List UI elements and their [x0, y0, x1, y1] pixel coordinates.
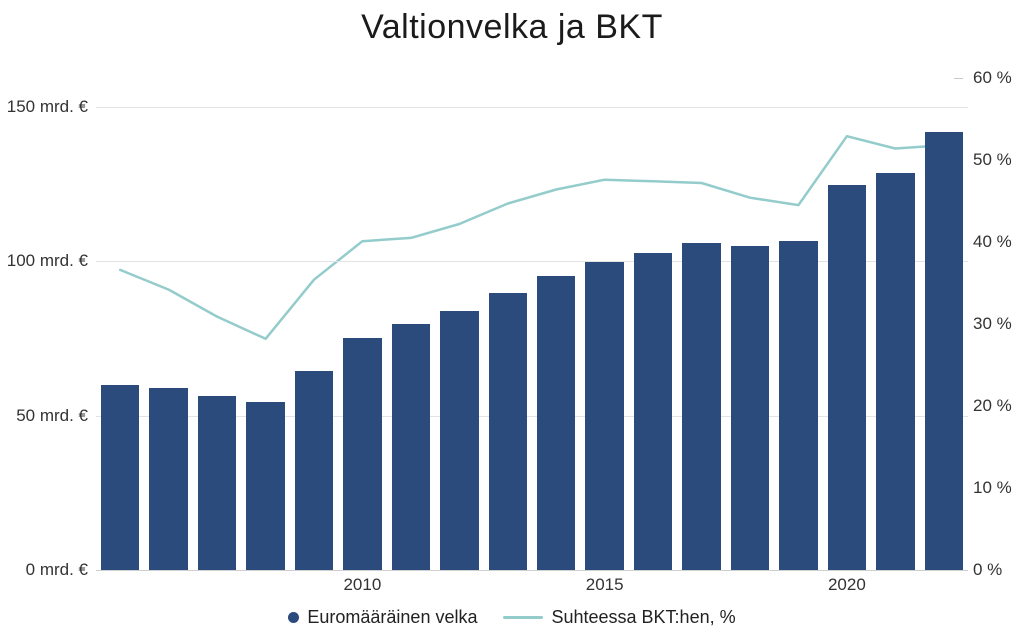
- bar-2010: [343, 337, 382, 570]
- legend-line-label: Suhteessa BKT:hen, %: [551, 607, 736, 627]
- ratio-line: [118, 134, 946, 341]
- legend-bar-label: Euromääräinen velka: [307, 607, 478, 627]
- bar-2021: [876, 172, 915, 570]
- bar-2005: [100, 384, 140, 570]
- chart-title: Valtionvelka ja BKT: [361, 8, 663, 46]
- gridline-50: [96, 415, 968, 417]
- right-axis-tick-60: [954, 77, 963, 79]
- bar-2019: [779, 241, 818, 570]
- bar-2018: [730, 245, 770, 570]
- bar-2007: [197, 396, 237, 570]
- bar-2016: [633, 253, 673, 570]
- x-axis-label-2010: 2010: [343, 575, 382, 594]
- right-axis-label-30: 30 %: [973, 314, 1012, 333]
- legend: Euromääräinen velka Suhteessa BKT:hen, %: [0, 606, 1024, 628]
- x-axis-baseline: [96, 570, 968, 571]
- right-axis-label-20: 20 %: [973, 396, 1012, 415]
- left-axis-label-50: 50 mrd. €: [16, 405, 88, 425]
- left-axis-label-150: 150 mrd. €: [6, 96, 88, 116]
- right-axis-label-10: 10 %: [973, 478, 1012, 497]
- bar-2009: [294, 371, 334, 570]
- gridline-150: [96, 106, 968, 108]
- right-axis-label-60: 60 %: [973, 68, 1012, 87]
- left-axis-label-0: 0 mrd. €: [25, 560, 88, 579]
- x-axis-label-2020: 2020: [827, 575, 866, 594]
- legend-bar-circle-icon: [288, 611, 300, 623]
- bar-2008: [246, 402, 285, 570]
- bar-2013: [488, 292, 528, 570]
- gridline-100: [96, 261, 968, 263]
- right-axis-label-50: 50 %: [973, 150, 1012, 169]
- bar-2014: [536, 276, 576, 570]
- bar-2017: [682, 243, 721, 570]
- right-axis-label-40: 40 %: [973, 232, 1012, 251]
- left-axis-label-100: 100 mrd. €: [6, 251, 88, 271]
- bar-2006: [149, 388, 188, 570]
- bar-2022: [924, 131, 964, 570]
- x-axis-label-2015: 2015: [585, 575, 624, 594]
- right-axis-label-0: 0 %: [973, 560, 1003, 579]
- bar-2020: [827, 184, 867, 570]
- bar-2011: [391, 323, 431, 570]
- legend-line-icon: [503, 615, 544, 619]
- bar-2012: [440, 310, 479, 570]
- bar-2015: [585, 261, 624, 570]
